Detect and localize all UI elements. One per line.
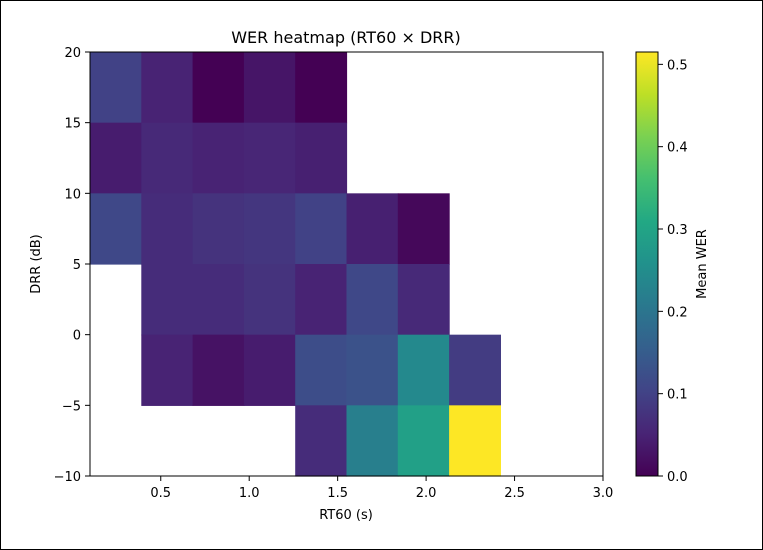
heatmap-cell	[295, 405, 348, 477]
heatmap-cell	[397, 405, 450, 477]
heatmap-cell	[346, 405, 399, 477]
heatmap-cell	[295, 334, 348, 406]
heatmap-cell	[141, 193, 194, 265]
colorbar-label: Mean WER	[695, 229, 710, 299]
x-tick-label: 1.5	[327, 486, 348, 501]
chart-title: WER heatmap (RT60 × DRR)	[231, 28, 461, 47]
heatmap-cell	[449, 405, 501, 477]
heatmap-cell	[192, 122, 245, 194]
y-tick-label: 20	[64, 46, 81, 61]
heatmap-cell	[243, 52, 296, 124]
heatmap-cell	[346, 334, 399, 406]
heatmap-cell	[243, 334, 296, 406]
colorbar	[635, 51, 659, 477]
x-tick-label: 3.0	[593, 486, 614, 501]
heatmap-cell	[243, 193, 296, 265]
heatmap-cell	[141, 264, 194, 336]
y-tick-label: 0	[73, 329, 81, 344]
colorbar-ticks: 0.0 0.1 0.2 0.3 0.4 0.5	[658, 58, 688, 485]
colorbar-tick-label: 0.0	[667, 470, 688, 485]
heatmap-cell	[192, 193, 245, 265]
heatmap-cell	[141, 334, 194, 406]
colorbar-tick-label: 0.4	[667, 141, 688, 156]
colorbar-tick-label: 0.5	[667, 58, 688, 73]
y-axis-label: DRR (dB)	[29, 234, 44, 294]
heatmap-cell	[243, 264, 296, 336]
heatmap-cell	[90, 122, 142, 194]
heatmap-cell	[90, 193, 142, 265]
y-tick-label: 15	[64, 117, 81, 132]
heatmap-cell	[346, 193, 399, 265]
heatmap-cell	[295, 264, 348, 336]
heatmap-cell	[397, 193, 450, 265]
heatmap-cell	[397, 264, 450, 336]
y-axis-ticks: −10 −5 0 5 10 15 20	[54, 46, 90, 485]
x-tick-label: 1.0	[239, 486, 260, 501]
x-axis-label: RT60 (s)	[319, 508, 373, 523]
heatmap-cell	[243, 122, 296, 194]
heatmap-cell	[449, 334, 501, 406]
heatmap-cell	[295, 122, 348, 194]
heatmap-cell	[141, 122, 194, 194]
y-tick-label: 5	[73, 258, 81, 273]
heatmap-cell	[141, 52, 194, 124]
heatmap-cell	[295, 52, 348, 124]
heatmap-cell	[192, 52, 245, 124]
y-tick-label: −10	[54, 470, 81, 485]
x-tick-label: 2.5	[504, 486, 525, 501]
heatmap-cell	[346, 264, 399, 336]
heatmap-cell	[192, 264, 245, 336]
heatmap-cell	[90, 52, 142, 124]
colorbar-tick-label: 0.3	[667, 223, 688, 238]
x-tick-label: 0.5	[150, 486, 171, 501]
colorbar-tick-label: 0.2	[667, 305, 688, 320]
x-tick-label: 2.0	[416, 486, 437, 501]
colorbar-tick-label: 0.1	[667, 388, 688, 403]
heatmap-cell	[192, 334, 245, 406]
heatmap-cell	[295, 193, 348, 265]
heatmap-cell	[397, 334, 450, 406]
y-tick-label: 10	[64, 187, 81, 202]
y-tick-label: −5	[62, 399, 81, 414]
x-axis-ticks: 0.5 1.0 1.5 2.0 2.5 3.0	[150, 476, 613, 501]
heatmap-cells	[90, 52, 501, 477]
